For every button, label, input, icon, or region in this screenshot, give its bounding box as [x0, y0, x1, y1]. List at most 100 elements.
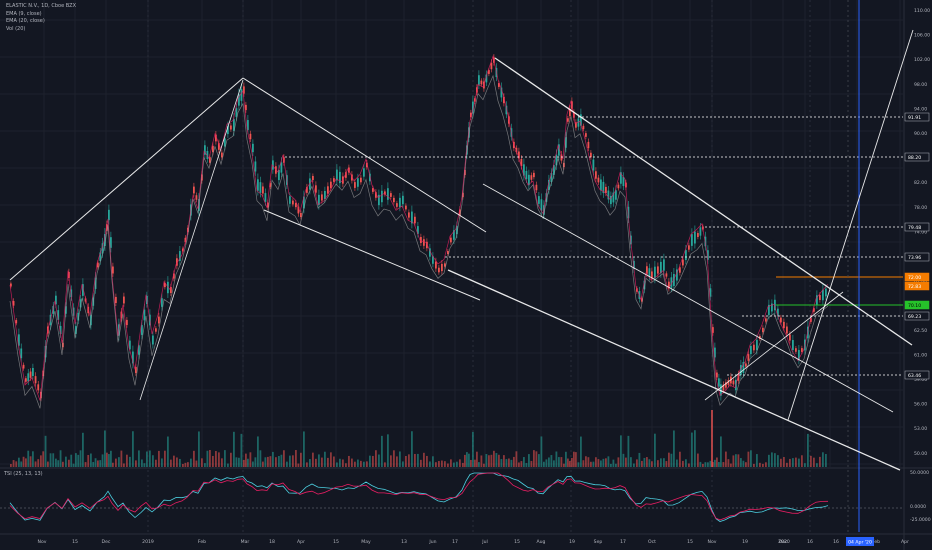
price-tick-label: 50.00: [914, 451, 927, 457]
indicator-volume[interactable]: Vol (20): [6, 25, 26, 32]
candle-body: [115, 296, 117, 304]
volume-bar: [735, 454, 737, 467]
candle-body: [32, 367, 34, 377]
candle-body: [378, 194, 380, 206]
candle-body: [503, 96, 505, 104]
volume-bar: [106, 452, 108, 467]
candle-body: [224, 138, 226, 147]
trendlines[interactable]: [9, 29, 914, 471]
candle-body: [10, 283, 12, 287]
candle-body: [193, 186, 195, 194]
volume-bar: [488, 455, 490, 467]
trendline: [494, 57, 913, 346]
volume-bar: [648, 459, 651, 467]
volume-bar: [280, 454, 283, 467]
volume-bar: [641, 460, 643, 467]
candle-body: [306, 187, 308, 193]
volume-bar: [718, 461, 720, 467]
volume-bar: [230, 452, 232, 467]
candle-body: [27, 373, 30, 382]
volume-bar: [12, 460, 15, 467]
volume-bar: [569, 461, 571, 467]
volume-bar: [679, 451, 681, 467]
volume-bars: [10, 410, 827, 467]
volume-bar: [235, 457, 238, 467]
candle-body: [441, 263, 443, 272]
indicator-ema-9[interactable]: EMA (9, close): [6, 10, 42, 17]
volume-bar: [312, 452, 314, 467]
volume-bar: [146, 451, 148, 467]
candle-body: [170, 287, 172, 293]
candle-body: [580, 114, 582, 126]
symbol-title: ELASTIC N.V., 1D, Cboe BZX: [6, 3, 77, 9]
candle-body: [747, 354, 750, 361]
volume-bar: [438, 461, 440, 467]
volume-bar: [657, 460, 659, 467]
volume-bar: [104, 430, 106, 467]
candle-body: [602, 181, 605, 194]
ema-20-line: [9, 74, 829, 409]
volume-bar: [417, 453, 419, 467]
horizontal-levels[interactable]: [285, 0, 903, 532]
volume-bar: [768, 454, 770, 467]
trendline: [263, 209, 481, 301]
candle-body: [657, 266, 659, 274]
time-tick-label: 15: [72, 539, 78, 545]
candle-body: [357, 178, 359, 187]
volume-bar: [135, 460, 137, 467]
volume-bar: [170, 459, 172, 467]
candle-body: [567, 118, 569, 122]
candle-body: [615, 190, 617, 200]
volume-bar: [336, 462, 338, 467]
volume-bar: [245, 453, 247, 467]
volume-bar: [432, 456, 434, 467]
candle-body: [816, 295, 818, 305]
candle-body: [525, 170, 528, 180]
candle-body: [108, 209, 110, 221]
indicator-ema-20[interactable]: EMA (20, close): [6, 18, 45, 24]
volume-bar: [543, 461, 545, 467]
volume-bar: [72, 463, 75, 467]
time-tick-label: Dec: [779, 539, 788, 545]
candle-body: [822, 289, 824, 301]
candle-body: [408, 212, 410, 218]
candle-body: [384, 191, 386, 195]
volume-bar: [747, 451, 750, 467]
volume-bar: [550, 455, 553, 467]
volume-bar: [691, 432, 693, 467]
trendline: [9, 77, 244, 281]
volume-bar: [209, 450, 211, 467]
time-tick-label: 17: [620, 539, 626, 545]
candle-body: [99, 252, 102, 261]
volume-bar: [49, 453, 52, 467]
candle-body: [520, 158, 523, 167]
volume-bar: [318, 454, 320, 467]
volume-bar: [375, 450, 377, 467]
volume-bar: [70, 454, 73, 467]
volume-bar: [816, 463, 818, 467]
candle-body: [682, 259, 684, 266]
candle-body: [289, 196, 291, 204]
tsi-indicator-label[interactable]: TSI (25, 13, 13): [4, 471, 43, 477]
candle-body: [725, 382, 727, 388]
volume-bar: [520, 461, 523, 467]
time-tick-label: Sep: [594, 539, 603, 545]
volume-bar: [227, 463, 229, 467]
candle-body: [792, 340, 794, 350]
volume-bar: [730, 463, 732, 467]
volume-bar: [651, 461, 653, 467]
axes: 110.00106.00102.0098.0094.0090.0086.0082…: [38, 8, 931, 546]
volume-bar: [617, 457, 620, 467]
candle-body: [488, 70, 490, 74]
volume-bar: [444, 461, 446, 467]
volume-bar: [283, 450, 285, 467]
volume-bar: [126, 454, 128, 467]
candle-body: [247, 120, 249, 130]
time-tick-label: 2019: [142, 539, 154, 545]
volume-bar: [190, 458, 192, 467]
volume-bar: [646, 457, 648, 467]
candle-body: [450, 237, 452, 243]
candle-body: [176, 258, 178, 266]
volume-bar: [783, 457, 785, 467]
